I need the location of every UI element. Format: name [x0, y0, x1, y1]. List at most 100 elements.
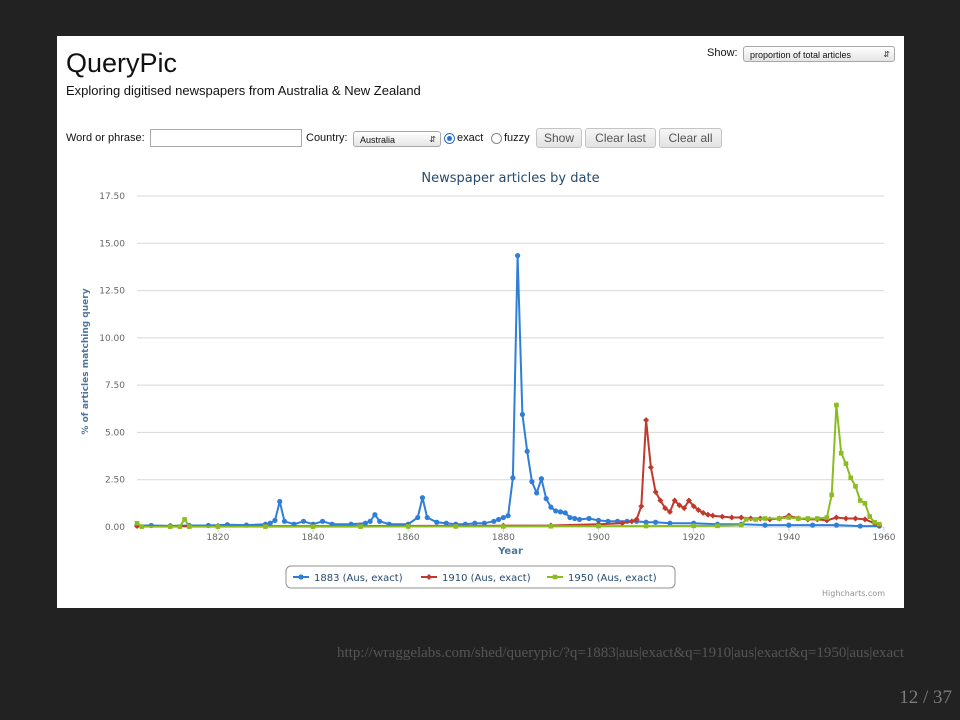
- series-0-point: [472, 520, 478, 526]
- series-0-point: [300, 518, 307, 524]
- x-tick-label: 1960: [873, 533, 896, 543]
- series-0-point: [491, 518, 497, 524]
- series-2-point: [168, 524, 173, 529]
- series-0-point: [595, 517, 602, 523]
- series-2-point: [263, 524, 268, 529]
- x-tick-label: 1860: [397, 533, 420, 543]
- series-2-point: [215, 524, 221, 529]
- app-title: QueryPic: [66, 48, 178, 78]
- x-tick-label: 1840: [302, 533, 325, 543]
- series-0-point: [505, 513, 511, 519]
- series-1-point: [695, 506, 702, 513]
- series-0-point: [548, 504, 554, 510]
- series-0-point: [419, 495, 426, 501]
- series-1-point: [681, 505, 688, 512]
- phrase-input[interactable]: [150, 129, 302, 147]
- chart-credits: Highcharts.com: [822, 589, 885, 598]
- series-1-point: [638, 503, 645, 510]
- series-0-point: [553, 508, 559, 514]
- series-2-point: [501, 524, 506, 529]
- series-2-point: [139, 524, 145, 529]
- series-0-point: [510, 475, 516, 481]
- series-1-point: [728, 514, 735, 521]
- clear-last-button[interactable]: Clear last: [585, 128, 656, 148]
- series-0-point: [667, 520, 673, 526]
- series-0-point: [424, 514, 430, 521]
- series-2-point: [738, 522, 744, 528]
- series-0-point: [605, 518, 611, 524]
- series-0-point: [481, 520, 487, 526]
- country-select[interactable]: Australia ⇵: [353, 131, 441, 147]
- series-1-point: [685, 497, 692, 504]
- chart: Newspaper articles by date 0.00 2.50 5.00 7.…: [81, 171, 896, 598]
- y-tick-label: 17.50: [99, 192, 125, 202]
- screenshot-panel: QueryPic Exploring digitised newspapers …: [57, 36, 904, 608]
- series-2-point: [829, 492, 834, 498]
- series-0-point: [272, 517, 278, 523]
- series-2-point: [815, 516, 820, 521]
- series-0-point: [319, 518, 326, 524]
- exact-label: exact: [457, 132, 484, 144]
- series-0-point: [810, 522, 816, 528]
- series-1-point: [619, 520, 626, 527]
- series-1-point: [690, 503, 697, 510]
- series-0-point: [443, 520, 449, 526]
- series-2-point: [762, 516, 768, 521]
- series-0-point: [377, 518, 383, 524]
- series-1-point: [671, 497, 678, 504]
- series-2-point: [548, 523, 554, 529]
- series-0-point: [281, 518, 288, 524]
- series-0-point: [367, 518, 373, 524]
- slide-number: 12 / 37: [899, 687, 952, 708]
- series-1-point: [628, 518, 635, 525]
- series-2-point: [753, 517, 758, 522]
- clear-all-button[interactable]: Clear all: [659, 128, 722, 148]
- series-0-point: [519, 411, 525, 418]
- series-2-point: [838, 450, 844, 456]
- series-0-point: [857, 523, 863, 529]
- show-button[interactable]: Show: [536, 128, 582, 148]
- series-2-point: [805, 516, 811, 521]
- series-2-point: [867, 514, 873, 519]
- series-1-point: [852, 515, 859, 522]
- legend-item-1: 1910 (Aus, exact): [442, 573, 531, 584]
- exact-radio[interactable]: [444, 133, 455, 144]
- legend-item-2: 1950 (Aus, exact): [568, 573, 657, 584]
- fuzzy-radio[interactable]: [491, 133, 502, 144]
- series-2-point: [310, 524, 316, 529]
- x-tick-label: 1920: [682, 533, 705, 543]
- y-tick-label: 2.50: [105, 476, 125, 486]
- series-0-point: [543, 496, 549, 502]
- series-1-point: [842, 515, 849, 522]
- series-2-point: [848, 475, 853, 481]
- series-1-point: [633, 516, 640, 523]
- app-subtitle: Exploring digitised newspapers from Aust…: [66, 83, 421, 98]
- series-1-point: [657, 497, 664, 504]
- series-1-point: [662, 505, 669, 512]
- x-axis-title: Year: [497, 546, 523, 557]
- x-tick-label: 1880: [492, 533, 515, 543]
- y-tick-label: 15.00: [99, 239, 125, 249]
- series-0-point: [586, 515, 592, 522]
- series-1-point: [738, 514, 745, 521]
- legend-marker-2: [552, 574, 558, 580]
- y-tick-label: 7.50: [105, 381, 125, 391]
- series-1-point: [833, 514, 840, 521]
- phrase-label: Word or phrase:: [66, 132, 145, 144]
- series-0-point: [277, 498, 283, 505]
- legend-box: [285, 565, 676, 589]
- x-tick-label: 1940: [777, 533, 800, 543]
- series-1-point: [652, 489, 659, 496]
- source-url[interactable]: http://wraggelabs.com/shed/querypic/?q=1…: [337, 645, 904, 661]
- series-0-point: [567, 514, 573, 521]
- series-1-point: [700, 509, 707, 516]
- series-0-point: [267, 520, 273, 526]
- y-axis-title: % of articles matching query: [81, 288, 91, 434]
- y-tick-label: 0.00: [105, 523, 125, 533]
- show-select[interactable]: proportion of total articles ⇵: [743, 46, 895, 62]
- y-tick-label: 12.50: [99, 287, 125, 297]
- country-select-value: Australia: [360, 135, 396, 145]
- series-2-point: [834, 402, 839, 408]
- series-0-point: [538, 476, 545, 482]
- series-1-point: [676, 502, 683, 509]
